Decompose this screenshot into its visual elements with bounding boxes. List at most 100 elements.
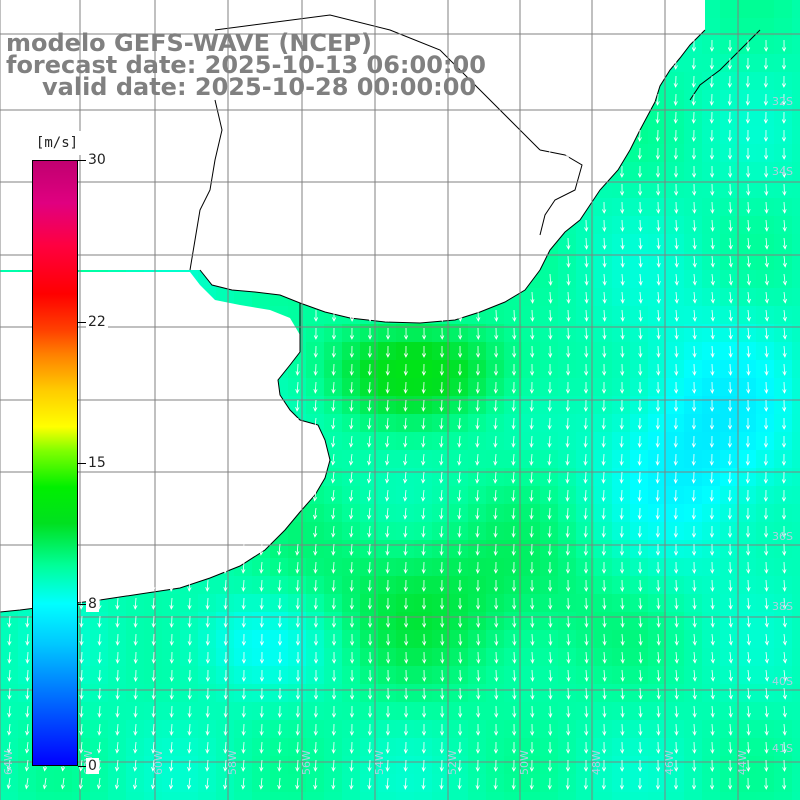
- wind-speed-cell: [144, 684, 163, 703]
- wind-speed-cell: [684, 450, 703, 469]
- wind-arrow: [584, 669, 589, 682]
- wind-arrow: [115, 579, 120, 592]
- wind-arrow: [439, 363, 444, 376]
- wind-arrow: [385, 579, 390, 592]
- wind-arrow: [457, 345, 463, 358]
- wind-arrow: [295, 543, 300, 556]
- wind-arrow: [187, 705, 192, 718]
- wind-arrow: [709, 417, 715, 430]
- wind-arrow: [673, 400, 679, 412]
- wind-speed-cell: [162, 612, 181, 631]
- wind-arrow: [313, 363, 318, 376]
- wind-arrow: [349, 399, 354, 412]
- wind-speed-cell: [720, 0, 739, 19]
- wind-speed-cell: [738, 270, 757, 289]
- wind-speed-cell: [648, 684, 667, 703]
- wind-arrow: [494, 651, 499, 664]
- wind-arrow: [277, 759, 282, 772]
- wind-speed-cell: [324, 342, 343, 361]
- wind-speed-cell: [342, 594, 361, 613]
- colorbar-tick-mark: [78, 160, 86, 161]
- wind-speed-cell: [666, 756, 685, 775]
- wind-arrow: [530, 309, 535, 322]
- wind-arrow: [313, 670, 319, 682]
- wind-speed-cell: [630, 648, 649, 667]
- wind-arrow: [692, 255, 697, 268]
- wind-arrow: [493, 777, 498, 790]
- wind-arrow: [566, 669, 571, 682]
- wind-arrow: [709, 471, 714, 484]
- wind-speed-cell: [270, 576, 289, 595]
- wind-arrow: [440, 309, 445, 322]
- wind-arrow: [493, 381, 498, 394]
- wind-speed-cell: [738, 216, 757, 235]
- wind-speed-cell: [180, 648, 199, 667]
- wind-arrow: [476, 687, 481, 700]
- wind-speed-cell: [468, 738, 487, 757]
- wind-arrow: [763, 75, 768, 88]
- wind-speed-cell: [576, 486, 595, 505]
- wind-arrow: [619, 399, 624, 412]
- wind-speed-cell: [774, 180, 793, 199]
- wind-arrow: [385, 399, 390, 412]
- wind-speed-cell: [684, 198, 703, 217]
- wind-arrow: [385, 561, 390, 574]
- wind-speed-cell: [468, 378, 487, 397]
- wind-arrow: [547, 453, 552, 466]
- wind-arrow: [782, 723, 787, 736]
- wind-speed-cell: [738, 0, 757, 19]
- wind-speed-cell: [450, 684, 469, 703]
- wind-arrow: [710, 597, 715, 610]
- wind-arrow: [458, 669, 463, 682]
- wind-speed-cell: [612, 666, 631, 685]
- wind-arrow: [277, 561, 282, 574]
- wind-arrow: [709, 399, 715, 412]
- wind-speed-cell: [504, 720, 523, 739]
- wind-arrow: [584, 633, 589, 646]
- wind-arrow: [97, 705, 102, 718]
- wind-arrow: [115, 723, 120, 736]
- wind-speed-cell: [450, 630, 469, 649]
- wind-speed-cell: [684, 774, 703, 793]
- wind-speed-cell: [792, 702, 800, 721]
- wind-arrow: [764, 669, 769, 682]
- wind-arrow: [764, 759, 769, 772]
- wind-speed-cell: [486, 684, 505, 703]
- wind-arrow: [745, 507, 751, 520]
- wind-speed-cell: [684, 702, 703, 721]
- wind-speed-cell: [468, 396, 487, 415]
- wind-speed-cell: [576, 738, 595, 757]
- wind-arrow: [367, 579, 372, 592]
- wind-arrow: [781, 58, 787, 70]
- wind-arrow: [782, 345, 787, 358]
- wind-arrow: [565, 471, 570, 484]
- wind-speed-cell: [594, 522, 613, 541]
- wind-speed-cell: [774, 126, 793, 145]
- wind-arrow: [728, 183, 733, 196]
- wind-arrow: [367, 706, 373, 718]
- wind-arrow: [385, 417, 390, 430]
- wind-arrow: [674, 687, 679, 700]
- wind-arrow: [746, 651, 751, 664]
- wind-speed-cell: [648, 450, 667, 469]
- wind-speed-cell: [414, 324, 433, 343]
- wind-arrow: [403, 777, 408, 790]
- wind-speed-cell: [324, 666, 343, 685]
- wind-arrow: [205, 651, 210, 664]
- wind-arrow: [674, 723, 679, 736]
- wind-arrow: [620, 633, 625, 646]
- wind-speed-cell: [756, 324, 775, 343]
- wind-arrow: [385, 381, 390, 394]
- wind-speed-cell: [594, 342, 613, 361]
- wind-arrow: [745, 148, 751, 160]
- wind-arrow: [493, 759, 498, 772]
- wind-arrow: [259, 633, 264, 646]
- wind-arrow: [511, 471, 516, 484]
- wind-speed-cell: [90, 684, 109, 703]
- wind-arrow: [151, 777, 156, 790]
- wind-arrow: [25, 741, 30, 754]
- wind-arrow: [764, 687, 769, 700]
- wind-arrow: [494, 687, 499, 700]
- wind-arrow: [709, 39, 715, 52]
- wind-speed-cell: [792, 288, 800, 307]
